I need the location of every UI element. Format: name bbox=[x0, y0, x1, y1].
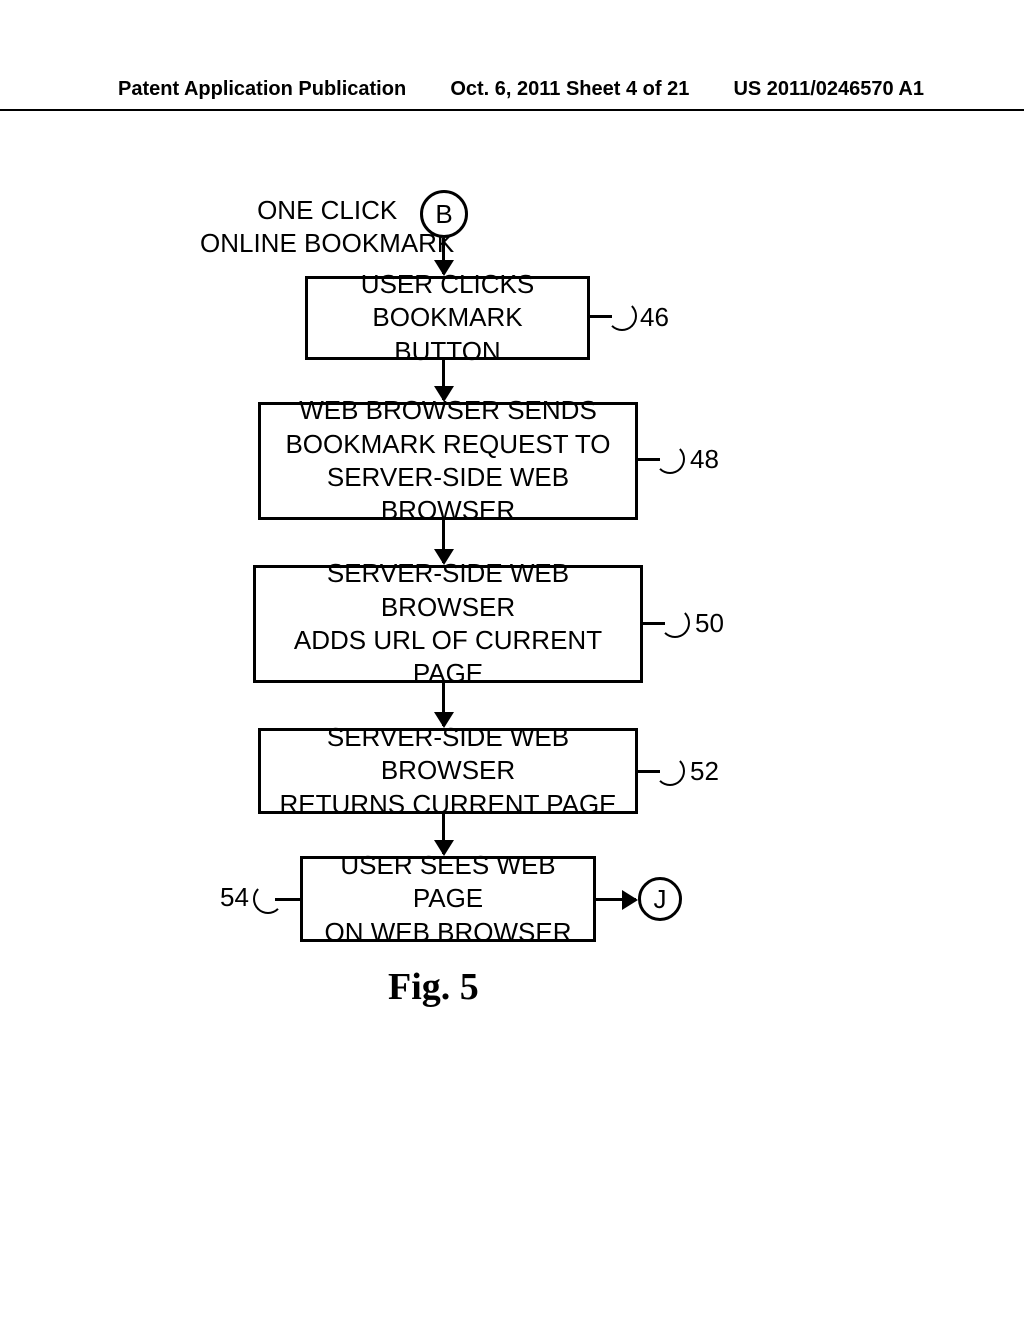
box-50-l1: SERVER-SIDE WEB BROWSER bbox=[266, 557, 630, 624]
box-52: SERVER-SIDE WEB BROWSER RETURNS CURRENT … bbox=[258, 728, 638, 814]
box-52-l2: RETURNS CURRENT PAGE bbox=[271, 788, 625, 821]
flowchart: ONE CLICK ONLINE BOOKMARK B USER CLICKS … bbox=[0, 180, 1024, 1080]
box-50-l2: ADDS URL OF CURRENT PAGE bbox=[266, 624, 630, 691]
arrow-50-52 bbox=[442, 683, 445, 726]
box-46: USER CLICKS BOOKMARK BUTTON bbox=[305, 276, 590, 360]
tick-50-curve bbox=[660, 608, 690, 638]
connector-j: J bbox=[638, 877, 682, 921]
ref-52: 52 bbox=[690, 756, 719, 787]
header-mid: Oct. 6, 2011 Sheet 4 of 21 bbox=[450, 78, 689, 101]
box-48-l3: SERVER-SIDE WEB BROWSER bbox=[271, 461, 625, 528]
arrow-52-54 bbox=[442, 814, 445, 854]
arrow-54-j bbox=[596, 898, 636, 901]
ref-54: 54 bbox=[220, 882, 249, 913]
header-right: US 2011/0246570 A1 bbox=[733, 78, 924, 101]
box-48-l2: BOOKMARK REQUEST TO bbox=[271, 428, 625, 461]
ref-50: 50 bbox=[695, 608, 724, 639]
diagram-title: ONE CLICK ONLINE BOOKMARK bbox=[200, 194, 454, 259]
title-line2: ONLINE BOOKMARK bbox=[200, 227, 454, 260]
tick-52-curve bbox=[655, 756, 685, 786]
box-48: WEB BROWSER SENDS BOOKMARK REQUEST TO SE… bbox=[258, 402, 638, 520]
connector-b: B bbox=[420, 190, 468, 238]
box-46-l2: BOOKMARK BUTTON bbox=[318, 301, 577, 368]
ref-48: 48 bbox=[690, 444, 719, 475]
box-54: USER SEES WEB PAGE ON WEB BROWSER bbox=[300, 856, 596, 942]
title-line1: ONE CLICK bbox=[200, 194, 454, 227]
box-46-l1: USER CLICKS bbox=[318, 268, 577, 301]
header-left: Patent Application Publication bbox=[118, 78, 406, 101]
box-50: SERVER-SIDE WEB BROWSER ADDS URL OF CURR… bbox=[253, 565, 643, 683]
tick-48-curve bbox=[655, 444, 685, 474]
figure-caption: Fig. 5 bbox=[388, 965, 479, 1009]
tick-46-curve bbox=[607, 301, 637, 331]
box-52-l1: SERVER-SIDE WEB BROWSER bbox=[271, 721, 625, 788]
connector-j-label: J bbox=[654, 884, 667, 915]
box-54-l2: ON WEB BROWSER bbox=[313, 916, 583, 949]
connector-b-label: B bbox=[435, 199, 452, 230]
page-header: Patent Application Publication Oct. 6, 2… bbox=[0, 78, 1024, 111]
box-54-l1: USER SEES WEB PAGE bbox=[313, 849, 583, 916]
ref-46: 46 bbox=[640, 302, 669, 333]
tick-54-curve bbox=[253, 884, 283, 914]
box-48-l1: WEB BROWSER SENDS bbox=[271, 394, 625, 427]
